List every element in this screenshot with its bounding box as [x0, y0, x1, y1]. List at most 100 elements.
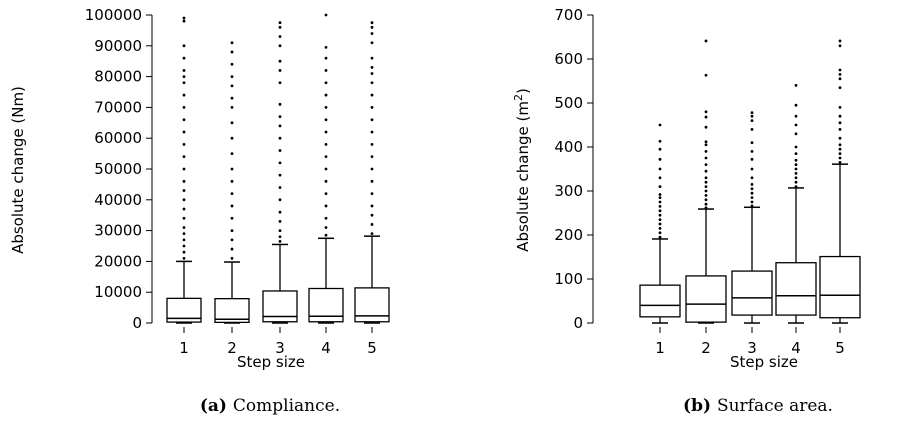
outlier-point: [324, 216, 328, 220]
outlier-point: [182, 179, 186, 183]
outlier-point: [230, 192, 234, 196]
outlier-point: [370, 25, 374, 29]
outlier-point: [838, 156, 842, 160]
outlier-point: [278, 198, 282, 202]
outlier-point: [658, 139, 662, 143]
outlier-point: [838, 86, 842, 89]
outlier-point: [278, 35, 282, 38]
box-iqr: [639, 284, 681, 318]
y-tick-label: 0: [132, 314, 142, 332]
outlier-point: [704, 180, 708, 184]
outlier-point: [704, 176, 708, 180]
outlier-point: [750, 196, 754, 200]
outlier-point: [838, 127, 842, 131]
outlier-point: [324, 93, 328, 97]
outlier-point: [704, 73, 708, 77]
outlier-point: [278, 239, 282, 243]
outlier-point: [324, 192, 328, 196]
outlier-point: [750, 127, 754, 131]
outlier-point: [324, 106, 328, 109]
outlier-point: [838, 136, 842, 140]
outlier-point: [838, 106, 842, 109]
outlier-point: [278, 229, 282, 233]
outlier-point: [278, 219, 282, 223]
outlier-point: [750, 200, 754, 204]
box-5: [354, 21, 390, 324]
outlier-point: [324, 167, 328, 171]
outlier-point: [794, 152, 798, 156]
outlier-point: [704, 39, 708, 43]
outlier-point: [794, 84, 798, 87]
outlier-point: [658, 176, 662, 180]
outlier-point: [750, 187, 754, 191]
x-tick-label: 5: [835, 339, 845, 357]
outlier-point: [838, 161, 842, 164]
outlier-point: [324, 118, 328, 122]
outlier-point: [182, 81, 186, 85]
outlier-point: [370, 106, 374, 109]
outlier-point: [324, 204, 328, 208]
outlier-point: [182, 93, 186, 97]
box-3: [262, 21, 298, 324]
outlier-point: [182, 226, 186, 229]
outlier-point: [658, 227, 662, 230]
outlier-point: [324, 155, 328, 159]
outlier-point: [658, 157, 662, 161]
outlier-point: [182, 130, 186, 134]
outlier-point: [658, 196, 662, 200]
outlier-point: [370, 118, 374, 122]
x-tick-label: 4: [321, 339, 331, 357]
outlier-point: [278, 44, 282, 48]
box-iqr: [819, 255, 861, 319]
outlier-point: [278, 149, 282, 152]
outlier-point: [794, 185, 798, 189]
outlier-point: [324, 56, 328, 60]
outlier-point: [278, 21, 282, 25]
x-tick-label: 5: [367, 339, 377, 357]
outlier-point: [750, 119, 754, 122]
outlier-point: [750, 167, 754, 171]
outlier-point: [838, 147, 842, 151]
outlier-point: [370, 142, 374, 146]
outlier-point: [230, 75, 234, 78]
chart-panel-2: 0 100 200 300 400 500 600 700 1 2 3 4 5 Absolute chan…: [512, 6, 861, 416]
outlier-point: [704, 194, 708, 197]
y-tick-label: 400: [554, 138, 583, 156]
outlier-point: [278, 173, 282, 177]
outlier-point: [794, 123, 798, 127]
outlier-point: [370, 204, 374, 208]
outlier-point: [750, 111, 754, 115]
outlier-point: [704, 110, 708, 114]
box-2: [214, 41, 250, 324]
outlier-point: [182, 189, 186, 192]
y-tick-label: 90000: [94, 37, 142, 55]
outlier-point: [658, 231, 662, 235]
outlier-point: [230, 84, 234, 88]
outlier-point: [658, 185, 662, 189]
box-1: [166, 16, 202, 324]
outlier-point: [704, 198, 708, 202]
box-iqr: [685, 275, 727, 323]
outlier-point: [230, 152, 234, 156]
outlier-point: [704, 202, 708, 206]
outlier-point: [794, 176, 798, 180]
y-tick-label: 300: [554, 182, 583, 200]
outlier-point: [182, 244, 186, 248]
outlier-point: [750, 114, 754, 118]
x-tick-label: 3: [747, 339, 757, 357]
y-tick-label: 20000: [94, 252, 142, 270]
outlier-point: [838, 114, 842, 118]
outlier-point: [324, 226, 328, 229]
outlier-point: [230, 106, 234, 109]
outlier-point: [838, 44, 842, 48]
outlier-point: [230, 204, 234, 208]
outlier-point: [370, 56, 374, 60]
outlier-point: [658, 193, 662, 196]
outlier-point: [658, 123, 662, 127]
outlier-point: [230, 96, 234, 100]
outlier-point: [704, 115, 708, 119]
outlier-point: [182, 167, 186, 171]
outlier-point: [182, 56, 186, 60]
chart-panel-1: 0 10000 20000 30000 40000 50000 60000 70000 8000…: [9, 6, 390, 416]
